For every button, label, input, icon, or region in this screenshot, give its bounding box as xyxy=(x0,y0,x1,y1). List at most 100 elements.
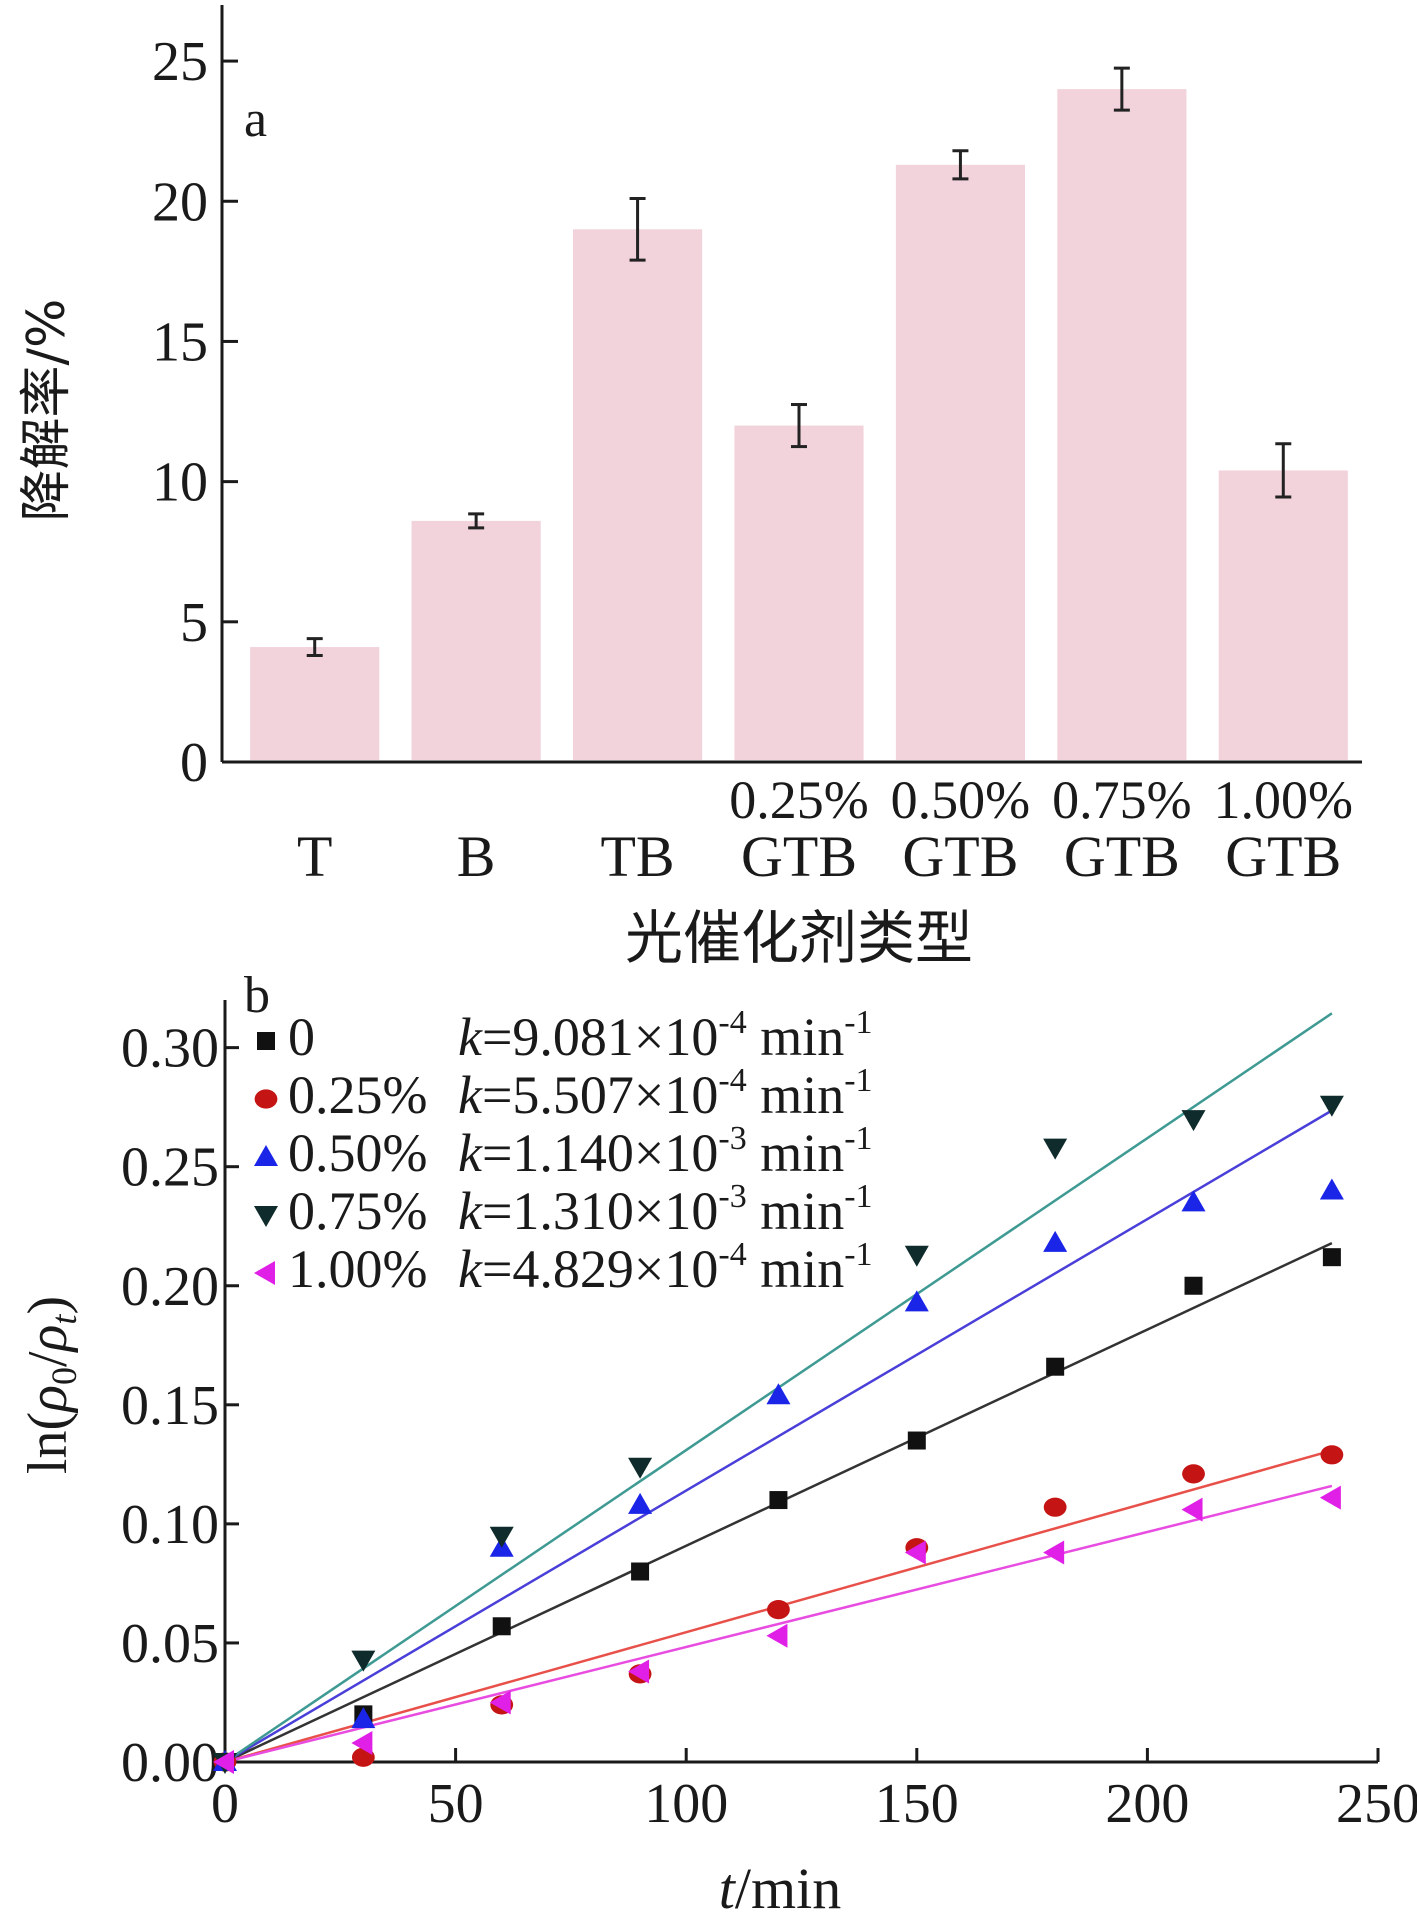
y-tick-label: 5 xyxy=(180,592,208,654)
x-tick-label: GTB xyxy=(1064,824,1180,889)
legend-series-name: 0 xyxy=(288,1007,315,1067)
data-point-triangle-up xyxy=(766,1383,791,1405)
bar xyxy=(411,520,541,760)
x-tick-label: GTB xyxy=(902,824,1018,889)
y-tick-label: 0.20 xyxy=(121,1256,219,1318)
data-point-square xyxy=(1046,1357,1065,1376)
data-point-square xyxy=(631,1562,650,1581)
fit-line xyxy=(224,1109,1333,1764)
panel-a-label: a xyxy=(244,91,267,148)
x-tick-label: 100 xyxy=(644,1773,728,1835)
y-tick-label: 10 xyxy=(152,452,208,514)
y-tick-label: 25 xyxy=(152,31,208,93)
data-point-triangle-down xyxy=(1319,1095,1344,1117)
bar xyxy=(895,164,1025,761)
legend-rate-constant: k=5.507×10-4 min-1 xyxy=(458,1062,873,1125)
bar xyxy=(250,647,380,760)
bar xyxy=(734,425,864,760)
y-tick-label: 15 xyxy=(152,311,208,373)
data-point-triangle-down xyxy=(904,1245,929,1267)
data-point-triangle-up xyxy=(628,1492,653,1514)
data-point-triangle-left xyxy=(213,1750,234,1774)
bar xyxy=(573,229,703,761)
x-tick-label: 150 xyxy=(875,1773,959,1835)
data-point-circle xyxy=(1043,1497,1067,1517)
x-tick-label: T xyxy=(297,824,332,889)
data-point-triangle-up xyxy=(1043,1230,1068,1252)
data-point-triangle-left xyxy=(1319,1485,1341,1510)
data-point-square xyxy=(769,1491,788,1510)
x-tick-label: 0 xyxy=(211,1773,239,1835)
data-point-triangle-down xyxy=(1181,1110,1206,1132)
x-tick-label-line1: 0.75% xyxy=(1052,770,1191,830)
legend-series-name: 0.75% xyxy=(288,1181,427,1241)
data-point-triangle-left xyxy=(254,1261,275,1285)
panel-b-y-axis-label: ln(ρ0/ρt) xyxy=(17,1296,84,1474)
panel-a-x-axis-label: 光催化剂类型 xyxy=(625,904,973,972)
x-tick-label: GTB xyxy=(741,824,857,889)
legend-rate-constant: k=1.140×10-3 min-1 xyxy=(458,1120,873,1183)
legend-rate-constant: k=4.829×10-4 min-1 xyxy=(458,1236,873,1299)
data-point-triangle-left xyxy=(351,1730,373,1755)
x-tick-label-line1: 1.00% xyxy=(1214,770,1353,830)
panel-a-bars xyxy=(250,89,1348,761)
panel-b-legend: 0 k=9.081×10-4 min-1 0.25% k=5.507×10-4 min… xyxy=(254,1004,873,1299)
data-point-triangle-up xyxy=(1181,1190,1206,1212)
bar xyxy=(1057,89,1187,761)
x-tick-label: GTB xyxy=(1225,824,1341,889)
y-tick-label: 0.25 xyxy=(121,1137,219,1199)
data-point-triangle-up xyxy=(904,1290,929,1312)
x-tick-label: B xyxy=(457,824,496,889)
x-tick-label: 200 xyxy=(1105,1773,1189,1835)
panel-a-y-ticks: 0 5 10 15 20 25 xyxy=(152,31,238,794)
y-tick-label: 0.05 xyxy=(121,1613,219,1675)
data-point-circle xyxy=(254,1089,278,1109)
panel-a-error-bars xyxy=(306,66,1292,657)
panel-b-data-points xyxy=(213,1095,1344,1774)
data-point-triangle-down xyxy=(254,1206,278,1227)
data-point-square xyxy=(257,1032,275,1050)
data-point-triangle-left xyxy=(628,1659,650,1684)
data-point-circle xyxy=(1182,1464,1205,1484)
panel-b-label: b xyxy=(244,967,270,1024)
data-point-triangle-down xyxy=(351,1650,376,1672)
y-tick-label: 0 xyxy=(180,732,208,794)
data-point-triangle-up xyxy=(351,1707,376,1729)
x-tick-label: 50 xyxy=(428,1773,484,1835)
panel-b-x-ticks: 0 50 100 150 200 250 xyxy=(211,1748,1417,1835)
x-tick-label: 250 xyxy=(1336,1773,1417,1835)
y-tick-label: 0.10 xyxy=(121,1494,219,1556)
y-tick-label: 0.00 xyxy=(121,1732,219,1794)
panel-b-y-ticks: 0.00 0.05 0.10 0.15 0.20 0.25 0.30 xyxy=(121,1018,239,1794)
data-point-triangle-left xyxy=(1181,1497,1203,1522)
data-point-triangle-left xyxy=(489,1690,511,1715)
data-point-triangle-left xyxy=(904,1540,926,1565)
data-point-square xyxy=(492,1617,511,1636)
y-tick-label: 0.15 xyxy=(121,1375,219,1437)
data-point-circle xyxy=(767,1600,790,1620)
panel-a-y-axis-label: 降解率/% xyxy=(17,299,77,522)
x-tick-label-line1: 0.50% xyxy=(891,770,1030,830)
data-point-triangle-left xyxy=(1043,1540,1065,1565)
x-tick-label: TB xyxy=(601,824,675,889)
y-tick-label: 20 xyxy=(152,171,208,233)
y-tick-label: 0.30 xyxy=(121,1018,219,1080)
data-point-square xyxy=(907,1431,926,1450)
legend-rate-constant: k=9.081×10-4 min-1 xyxy=(458,1004,873,1067)
data-point-square xyxy=(1322,1248,1341,1267)
legend-series-name: 0.50% xyxy=(288,1123,427,1183)
x-tick-label-line1: 0.25% xyxy=(729,770,868,830)
legend-series-name: 1.00% xyxy=(288,1239,427,1299)
data-point-square xyxy=(1184,1276,1203,1295)
legend-series-name: 0.25% xyxy=(288,1065,427,1125)
bar xyxy=(1218,470,1348,760)
data-point-triangle-down xyxy=(1043,1138,1068,1160)
data-point-circle xyxy=(1320,1445,1344,1465)
data-point-triangle-up xyxy=(1319,1178,1344,1200)
data-point-triangle-down xyxy=(628,1457,653,1479)
data-point-triangle-up xyxy=(254,1145,278,1166)
legend-rate-constant: k=1.310×10-3 min-1 xyxy=(458,1178,873,1241)
